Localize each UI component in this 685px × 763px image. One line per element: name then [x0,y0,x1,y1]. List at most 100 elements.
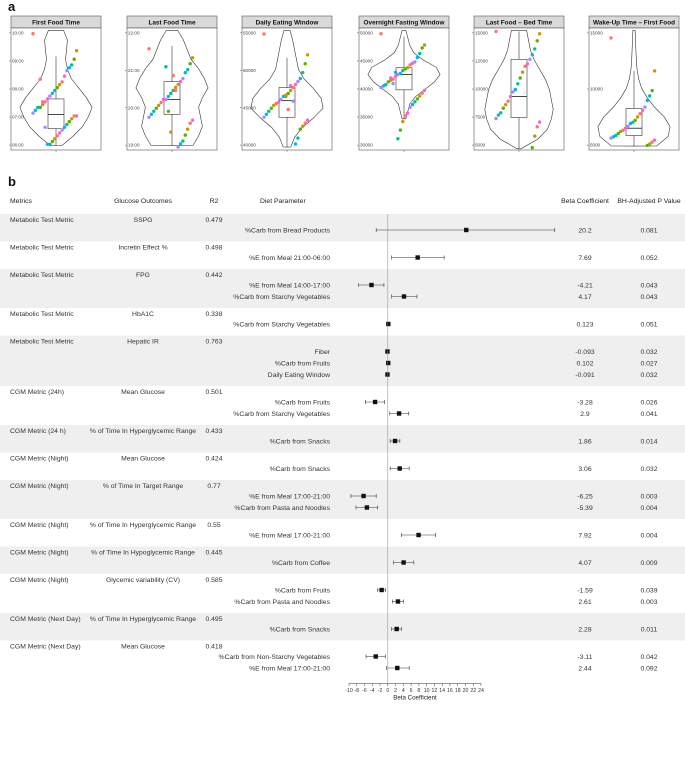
metric-label: CGM Metric (24 h) [10,428,66,435]
data-point [408,105,412,110]
data-point [31,32,35,36]
data-point [43,100,47,104]
beta-value: 0.123 [576,321,593,328]
violin-facet: Last Food – Bed Time 5000 7500 10000 12500 15… [472,15,565,152]
x-tick-label: 20 [463,688,469,694]
data-point [506,99,510,103]
metric-label: Metabolic Test Metric [10,245,74,252]
beta-value: 4.17 [578,294,591,301]
data-point [393,70,398,75]
outcome-label: Mean Glucose [121,456,165,463]
data-point [60,128,64,132]
data-point [420,91,424,96]
header-metrics: Metrics [10,198,33,205]
x-tick-label: 14 [439,688,445,694]
header-r2: R2 [210,198,219,205]
data-point [508,94,513,99]
data-point [164,97,168,102]
facet-title: First Food Time [32,20,80,27]
data-point [513,87,518,92]
y-tick-label: 20:00 [128,105,140,110]
r2-value: 0.433 [205,428,222,435]
data-point [420,46,424,50]
data-point [67,66,72,70]
data-point [38,77,42,81]
p-value: 0.052 [640,255,657,262]
data-point [296,79,300,84]
y-tick-label: 50000 [243,68,256,73]
violin-shape [19,30,93,147]
violin-chart: First Food Time 06:00 07:00 08:00 09:00 10:00… [9,15,680,152]
diet-parameter-label: %Carb from Snacks [270,466,331,473]
violin-shape [484,30,554,150]
data-point [535,39,539,43]
data-point [43,125,47,129]
data-point [41,100,45,104]
beta-point [395,665,400,671]
data-point [267,109,271,114]
data-point [288,88,293,93]
data-point [57,83,62,87]
beta-value: 1.86 [578,438,591,445]
y-tick-label: 15000 [590,30,603,35]
beta-point [364,505,370,510]
data-point [171,73,175,78]
data-point [609,36,613,40]
data-point [173,85,178,90]
data-point [169,91,173,96]
beta-point [401,294,407,299]
data-point [499,111,503,115]
data-point [616,131,620,136]
data-point [511,90,515,94]
p-value: 0.011 [641,626,658,633]
data-point [494,116,498,121]
header-outcomes: Glucose Outcomes [114,198,172,205]
data-point [53,88,57,93]
data-point [418,51,422,56]
data-point [188,62,192,66]
beta-value: 3.06 [578,466,591,473]
beta-point [392,438,398,444]
outcome-label: % of Time In Hyperglycemic Range [90,428,196,435]
data-point [284,93,288,97]
data-point [48,142,52,146]
diet-parameter-label: %Carb from Coffee [272,560,330,567]
facet-title: Daily Eating Window [256,20,319,27]
outcome-label: Mean Glucose [121,644,165,651]
data-point [530,53,534,57]
beta-value: -0.091 [575,372,594,379]
violin-facet: Last Food Time 19:00 20:00 21:00 22:00 [125,15,218,152]
box [625,108,643,136]
data-point [305,118,310,122]
beta-point [361,493,366,499]
data-point [528,57,532,62]
data-point [408,63,412,67]
data-point [496,113,501,117]
box [510,59,528,118]
data-point [65,68,69,73]
data-point [62,125,67,129]
data-point [72,57,76,61]
x-axis-label: Beta Coefficient [393,695,437,702]
data-point [305,53,310,57]
x-tick-label: 0 [386,688,389,694]
data-point [396,72,400,77]
beta-value: 4.07 [578,560,591,567]
data-point [525,62,530,66]
data-point [50,91,55,96]
data-point [286,91,290,96]
x-tick-label: 6 [410,688,413,694]
data-point [190,118,195,122]
p-value: 0.027 [640,360,657,367]
diet-parameter-label: %Carb from Snacks [270,626,331,633]
data-point [301,124,305,128]
p-value: 0.043 [640,294,657,301]
data-point [55,134,59,138]
r2-value: 0.338 [205,311,222,318]
y-tick-label: 15000 [475,30,488,35]
data-point [36,105,40,110]
data-point [178,142,183,146]
metric-label: CGM Metric (Night) [10,577,69,584]
r2-value: 0.77 [207,483,220,490]
facet-title: Overnight Fasting Window [364,20,445,27]
